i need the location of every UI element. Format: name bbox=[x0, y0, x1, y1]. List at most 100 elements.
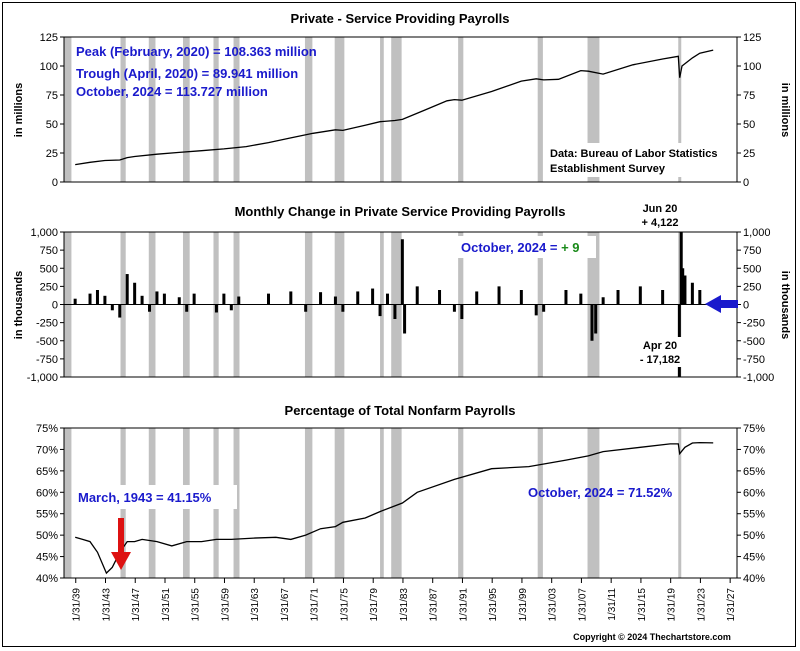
chart1-recession-band bbox=[678, 37, 682, 182]
chart2-bar bbox=[267, 293, 271, 305]
chart2-ytick-label-right: 250 bbox=[743, 281, 761, 293]
chart3-ytick-label-left: 50% bbox=[36, 530, 58, 542]
x-tick-label: 1/31/87 bbox=[429, 588, 440, 622]
chart2-bar bbox=[590, 304, 594, 341]
chart1-ytick-label-left: 125 bbox=[40, 32, 58, 44]
chart2-bar bbox=[304, 304, 308, 312]
chart2-ytick-label-left: 250 bbox=[40, 281, 58, 293]
chart2-min-label-date: Apr 20 bbox=[643, 340, 677, 352]
chart1-ytick-label-right: 50 bbox=[743, 119, 755, 131]
chart3-recession-band bbox=[64, 428, 72, 578]
chart2-bar bbox=[356, 291, 360, 305]
x-tick-label: 1/31/91 bbox=[458, 588, 469, 622]
chart2-bar bbox=[393, 304, 397, 319]
chart2-bar bbox=[155, 291, 159, 305]
chart2-ytick-label-left: 750 bbox=[40, 245, 58, 257]
chart2-max-label-date: Jun 20 bbox=[643, 203, 678, 215]
chart1-recession-band bbox=[120, 37, 126, 182]
chart2-bar bbox=[438, 290, 442, 305]
chart1-recession-band bbox=[458, 37, 464, 182]
chart3-recession-band bbox=[334, 428, 345, 578]
chart3-title: Percentage of Total Nonfarm Payrolls bbox=[285, 403, 516, 418]
chart1-peak-annotation: Peak (February, 2020) = 108.363 million bbox=[76, 44, 317, 59]
chart2-latest-value: + 9 bbox=[561, 240, 579, 255]
chart3-series-line bbox=[75, 441, 714, 575]
chart2-bar bbox=[403, 304, 407, 334]
chart2-bar bbox=[601, 297, 605, 305]
chart1-ytick-label-right: 125 bbox=[743, 32, 761, 44]
chart2-bar bbox=[690, 282, 694, 305]
x-tick-label: 1/31/27 bbox=[726, 588, 737, 622]
chart1-ytick-label-right: 0 bbox=[743, 177, 749, 189]
chart2-ylabel-right: in thousands bbox=[779, 271, 791, 339]
chart2-bar bbox=[452, 304, 456, 312]
chart2-ytick-label-right: -750 bbox=[743, 354, 765, 366]
chart2-bar bbox=[133, 282, 137, 305]
x-tick-label: 1/31/19 bbox=[667, 588, 678, 622]
chart3-ytick-label-right: 40% bbox=[743, 573, 765, 585]
x-tick-label: 1/31/03 bbox=[548, 588, 559, 622]
chart2-bar bbox=[177, 297, 181, 305]
chart2-bar bbox=[289, 291, 293, 305]
chart1-ytick-label-left: 75 bbox=[46, 90, 58, 102]
x-tick-label: 1/31/67 bbox=[280, 588, 291, 622]
x-tick-label: 1/31/51 bbox=[161, 588, 172, 622]
chart2-bar bbox=[319, 292, 323, 305]
chart2-bar bbox=[683, 275, 687, 305]
chart2-bar bbox=[229, 304, 233, 311]
chart2-bar bbox=[140, 295, 144, 305]
chart3-low-arrow bbox=[111, 518, 131, 570]
chart3-recession-band bbox=[380, 428, 384, 578]
chart2-bar bbox=[118, 304, 122, 318]
chart1-trough-annotation: Trough (April, 2020) = 89.941 million bbox=[76, 66, 298, 81]
chart3-ytick-label-right: 50% bbox=[743, 530, 765, 542]
chart3-ytick-label-left: 65% bbox=[36, 466, 58, 478]
chart3-ytick-label-right: 75% bbox=[743, 423, 765, 435]
chart1-source-line1: Data: Bureau of Labor Statistics bbox=[550, 148, 717, 160]
copyright-text: Copyright © 2024 Thechartstore.com bbox=[573, 632, 731, 642]
chart3-recession-band bbox=[391, 428, 402, 578]
chart3-recession-band bbox=[304, 428, 313, 578]
chart1-ylabel-left: in millions bbox=[13, 83, 25, 137]
chart2-ytick-label-right: 1,000 bbox=[743, 227, 771, 239]
chart2-bar bbox=[564, 290, 568, 305]
chart2-bar bbox=[681, 268, 685, 305]
chart1-source-line2: Establishment Survey bbox=[550, 163, 666, 175]
chart2-bar bbox=[415, 286, 419, 305]
chart3-recession-band bbox=[537, 428, 543, 578]
chart1-ylabel-right: in millions bbox=[779, 83, 791, 137]
chart3-ytick-label-right: 60% bbox=[743, 487, 765, 499]
chart2-min-box bbox=[630, 337, 690, 367]
chart2-ytick-label-left: -1,000 bbox=[27, 372, 58, 384]
chart3-ytick-label-right: 55% bbox=[743, 509, 765, 521]
chart2-ytick-label-right: -1,000 bbox=[743, 372, 774, 384]
chart1-recession-band bbox=[380, 37, 384, 182]
chart2-bar bbox=[698, 290, 702, 305]
chart2-bar bbox=[88, 293, 92, 305]
x-tick-label: 1/31/11 bbox=[607, 588, 618, 621]
chart2-bar bbox=[103, 295, 107, 305]
chart1-ytick-label-left: 100 bbox=[40, 61, 58, 73]
chart2-bar bbox=[341, 304, 345, 312]
chart2-bar bbox=[616, 290, 620, 305]
chart2-bar bbox=[579, 293, 583, 305]
chart2-ytick-label-right: -250 bbox=[743, 318, 765, 330]
chart1-series-line bbox=[75, 49, 714, 166]
chart2-bar bbox=[497, 286, 501, 305]
chart2-bar bbox=[214, 304, 218, 313]
chart2-bar bbox=[237, 296, 241, 305]
x-tick-label: 1/31/59 bbox=[220, 588, 231, 622]
chart3-ytick-label-left: 75% bbox=[36, 423, 58, 435]
chart2-bar bbox=[125, 274, 129, 305]
chart3-ytick-label-right: 65% bbox=[743, 466, 765, 478]
chart2-bar bbox=[385, 293, 389, 305]
chart3-low-box bbox=[72, 485, 237, 509]
chart3-low-annotation: March, 1943 = 41.15% bbox=[78, 490, 212, 505]
chart2-bar bbox=[371, 288, 375, 305]
x-tick-label: 1/31/63 bbox=[250, 588, 261, 622]
chart2-bar bbox=[475, 291, 479, 305]
chart3-ytick-label-right: 70% bbox=[743, 444, 765, 456]
chart2-bar bbox=[95, 290, 99, 305]
